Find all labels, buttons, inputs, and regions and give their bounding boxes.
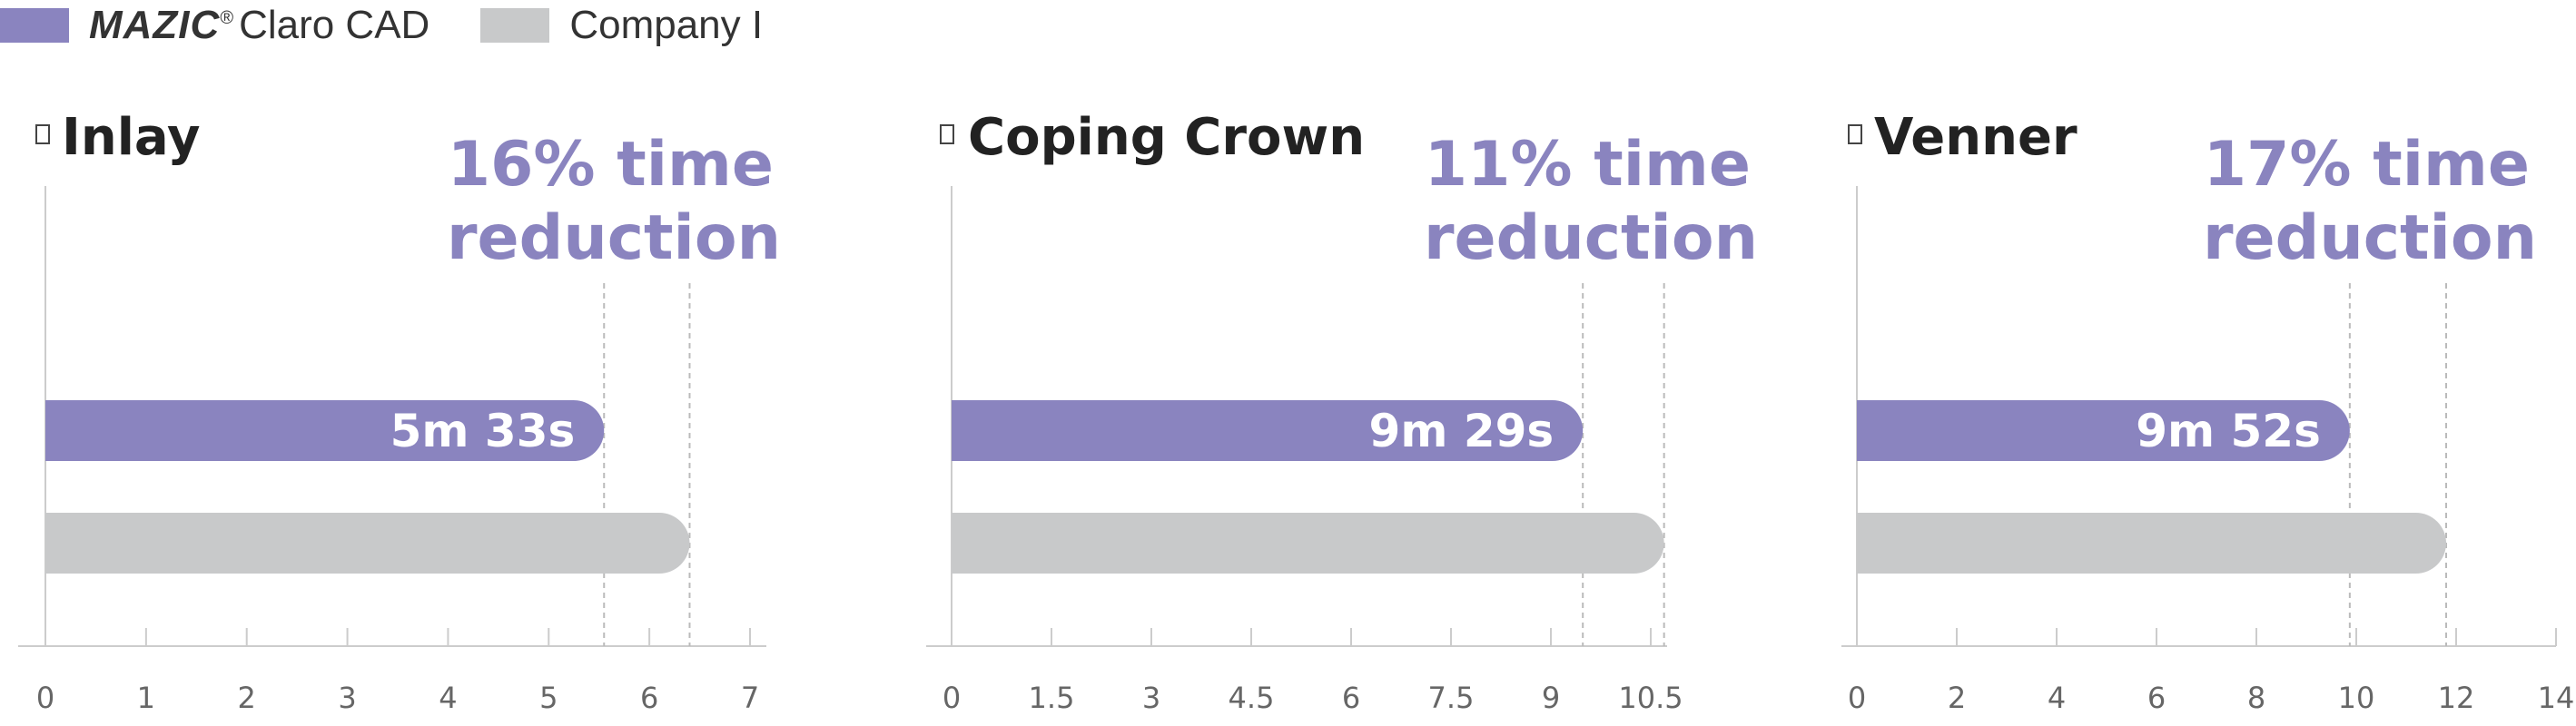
reduction-annotation-line-2: reduction <box>2203 202 2537 274</box>
reduction-annotation-line-2: reduction <box>1424 202 1758 274</box>
legend-registered-mark: ® <box>220 8 234 29</box>
plot-area: 0 1.5 3 4.5 6 7.5 9 10.5 9m 29s <box>926 186 1683 715</box>
x-tick-label: 4 <box>2048 681 2066 715</box>
x-tick-label: 0 <box>943 681 961 715</box>
reduction-annotation-line-2: reduction <box>447 202 781 274</box>
title-marker-icon <box>35 124 50 144</box>
x-tick-label: 3 <box>338 681 356 715</box>
x-tick-label: 6 <box>1342 681 1360 715</box>
bar-mazic <box>45 400 605 461</box>
x-tick-label: 10 <box>2338 681 2375 715</box>
x-tick-label: 9 <box>1542 681 1560 715</box>
x-tick-label: 0 <box>1848 681 1866 715</box>
legend-brand: MAZIC <box>89 3 221 47</box>
x-tick-label: 14 <box>2538 681 2575 715</box>
x-tick-label: 7 <box>741 681 759 715</box>
bar-company <box>952 513 1664 574</box>
x-tick-label: 4 <box>439 681 457 715</box>
chart-panel-inlay: Inlay 16% time reduction 0 1 2 3 4 5 6 7 5m 33s <box>18 108 781 715</box>
x-tick-label: 6 <box>640 681 658 715</box>
x-tick-label: 3 <box>1142 681 1160 715</box>
legend-item-mazic: MAZIC® Claro CAD <box>0 3 429 48</box>
x-tick-label: 8 <box>2247 681 2265 715</box>
x-tick-label: 6 <box>2147 681 2166 715</box>
plot-area: 0 2 4 6 8 10 12 14 9m 52s <box>1841 186 2574 715</box>
x-tick-label: 5 <box>539 681 558 715</box>
bar-value-label: 9m 29s <box>1369 405 1554 457</box>
bar-value-label: 9m 52s <box>2136 405 2321 457</box>
bar-mazic <box>1857 400 2350 461</box>
x-tick-label: 10.5 <box>1618 681 1683 715</box>
panel-title: Venner <box>1874 108 2078 167</box>
legend-swatch-company <box>480 8 550 43</box>
x-tick-label: 2 <box>238 681 256 715</box>
bar-value-label: 5m 33s <box>390 405 576 457</box>
legend-label-mazic: MAZIC® Claro CAD <box>89 3 429 48</box>
panel-title: Coping Crown <box>968 108 1365 167</box>
x-tick-label: 1 <box>137 681 155 715</box>
panel-title: Inlay <box>62 108 200 167</box>
x-tick-label: 2 <box>1948 681 1966 715</box>
bar-mazic <box>952 400 1584 461</box>
x-tick-label: 0 <box>36 681 54 715</box>
legend-product: Claro CAD <box>239 3 430 47</box>
bar-company <box>45 513 690 574</box>
x-tick-label: 7.5 <box>1428 681 1475 715</box>
title-marker-icon <box>940 124 954 144</box>
title-marker-icon <box>1848 124 1862 144</box>
legend-swatch-mazic <box>0 8 69 43</box>
legend-item-company: Company I <box>480 3 763 48</box>
chart-legend: MAZIC® Claro CAD Company I <box>0 0 814 51</box>
chart-panel-coping-crown: Coping Crown 11% time reduction 0 1.5 3 4.5… <box>926 108 1758 715</box>
x-tick-label: 4.5 <box>1229 681 1275 715</box>
legend-label-company: Company I <box>569 3 764 47</box>
reduction-annotation-line-1: 11% time <box>1425 129 1751 201</box>
reduction-annotation-line-1: 17% time <box>2204 129 2530 201</box>
plot-area: 0 1 2 3 4 5 6 7 5m 33s <box>18 186 766 715</box>
x-tick-label: 12 <box>2438 681 2475 715</box>
x-tick-label: 1.5 <box>1029 681 1075 715</box>
chart-panel-venner: Venner 17% time reduction 0 2 4 6 8 10 12 14 9m … <box>1841 108 2574 715</box>
reduction-annotation-line-1: 16% time <box>448 129 774 201</box>
bar-company <box>1857 513 2446 574</box>
